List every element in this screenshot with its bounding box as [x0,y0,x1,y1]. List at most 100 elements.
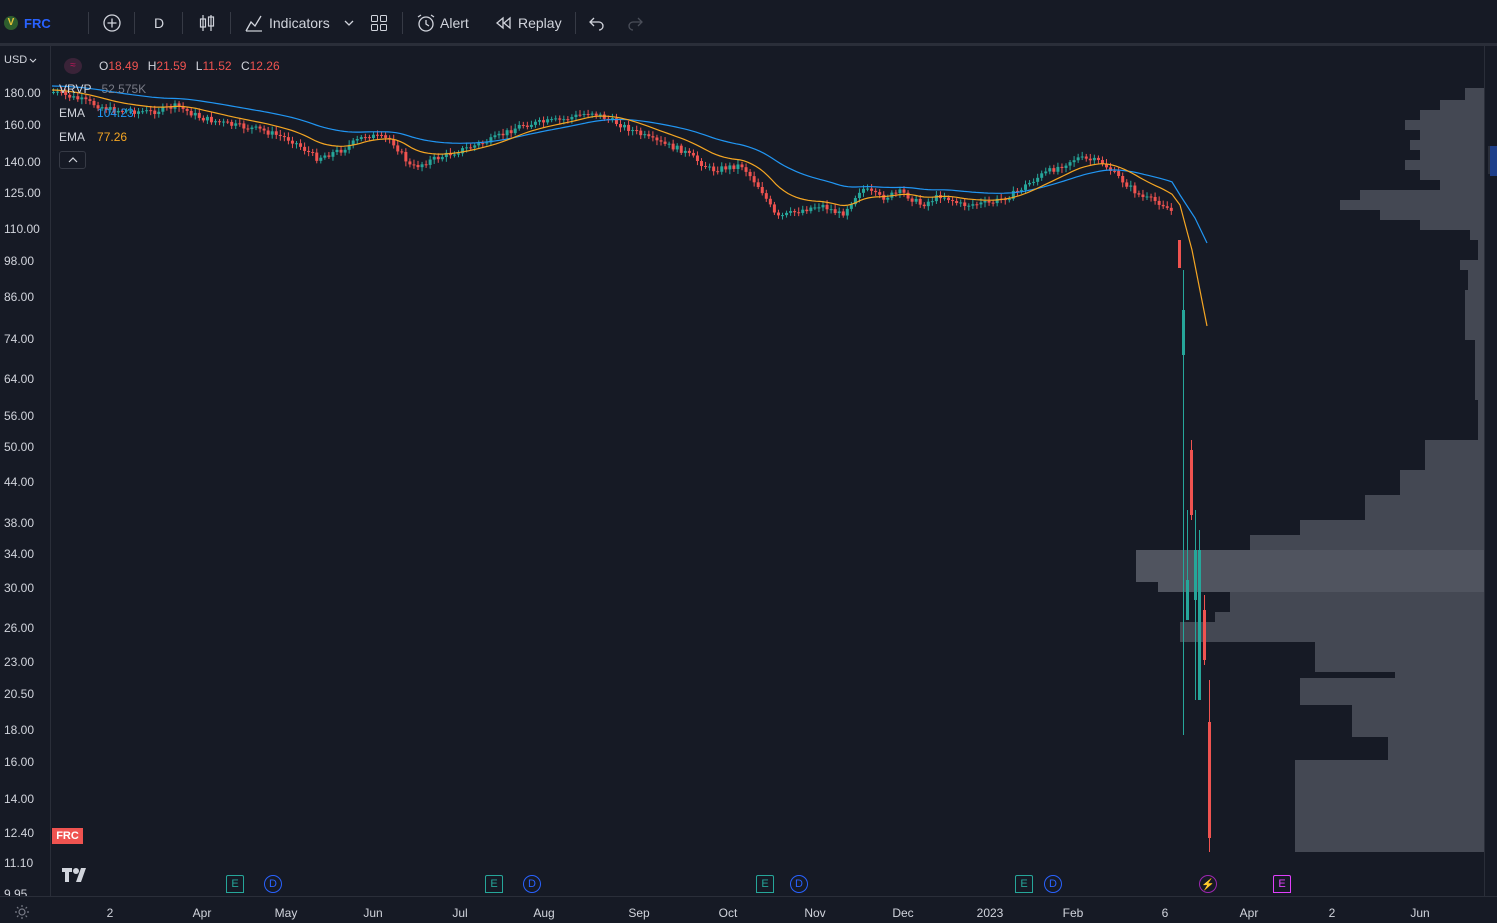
indicator-legend-toggle[interactable]: ≈ [64,57,82,74]
candle-body [1011,190,1015,199]
candle-body [124,110,128,112]
candle-body [153,110,157,115]
volume-profile-bar [1468,270,1484,290]
dividend-marker[interactable]: D [264,875,282,893]
candle-body [420,164,424,168]
candle-body [1088,158,1092,161]
chart-settings-button[interactable] [14,904,30,923]
candle-body [590,113,594,115]
ema-legend-1[interactable]: EMA 104.23 [59,106,134,120]
redo-icon [628,17,643,31]
compare-symbol-button[interactable] [102,10,122,36]
candle-body [546,119,550,123]
candle-body [185,108,189,111]
volume-profile-bar [1380,210,1484,220]
volume-profile-bar [1410,140,1484,150]
chart-type-button[interactable] [198,10,216,36]
candle-body [955,201,959,203]
candle-body [967,205,971,207]
layout-button[interactable] [370,10,388,36]
candle-body [351,140,355,145]
volume-profile-bar [1215,612,1484,622]
vrvp-value: 52.575K [101,82,147,96]
candle-body [323,155,327,158]
ema-legend-2[interactable]: EMA 77.26 [59,130,127,144]
candle-body [339,149,343,153]
open-value: 18.49 [108,59,139,73]
candle-body [80,97,84,100]
price-tick-label: 16.00 [4,755,35,769]
alert-button[interactable]: Alert [416,10,469,36]
tradingview-logo[interactable] [62,866,92,887]
candle-body [1007,198,1011,201]
candle-body [533,121,537,125]
price-tick-label: 18.00 [4,723,35,737]
candle-body [667,143,671,145]
replay-label: Replay [518,15,562,31]
candle-body [886,197,890,200]
chevron-down-icon [344,20,354,26]
candle-body [781,215,784,217]
indicators-dropdown-button[interactable] [343,10,355,36]
candle-body [72,96,76,98]
candle-body [230,121,234,126]
candle-body [315,152,319,161]
collapse-legend-button[interactable] [59,151,86,169]
candle-body [643,134,647,136]
candle-body [594,113,598,116]
candle-body [1109,167,1113,171]
redo-button[interactable] [626,10,644,36]
candle-body [947,197,951,201]
time-tick-label: Jun [363,906,383,920]
volume-profile-bar [1440,100,1484,110]
candle-body [983,201,987,203]
vrvp-legend[interactable]: VRVP 52.575K [59,82,146,96]
dividend-marker[interactable]: D [1044,875,1062,893]
price-tick-label: 140.00 [4,155,41,169]
earnings-marker[interactable]: E [1015,875,1033,893]
candle-body [963,202,967,207]
earnings-marker[interactable]: E [226,875,244,893]
candle-body [951,200,955,202]
time-tick-label: 2023 [976,906,1004,920]
candle-body [801,209,805,213]
interval-button[interactable]: D [154,10,164,36]
time-scale[interactable] [0,896,1497,922]
undo-button[interactable] [588,10,606,36]
currency-selector[interactable]: USD [4,54,37,66]
volume-profile-bar [1460,260,1484,270]
volume-profile-bar [1405,160,1484,170]
candle-body [837,211,841,214]
replay-button[interactable]: Replay [494,10,562,36]
candle-body [959,202,963,204]
candle-body [157,111,161,115]
indicators-button[interactable]: Indicators [244,10,330,36]
dividend-marker[interactable]: D [523,875,541,893]
candle-body [574,114,578,118]
candle-body [1019,189,1023,191]
volume-profile-bar [1360,190,1484,200]
candle-body [1161,204,1165,207]
volume-profile-bar [1340,200,1484,210]
price-tick-label: 98.00 [4,254,35,268]
earnings-marker[interactable]: E [756,875,774,893]
dividend-marker[interactable]: D [790,875,808,893]
symbol-search[interactable]: V FRC [4,10,51,36]
split-marker[interactable]: ⚡ [1199,875,1217,893]
candle-body [513,128,517,134]
candle-body [1096,157,1100,161]
candle-body [720,166,724,172]
candle-body [335,149,339,153]
earnings-marker[interactable]: E [1273,875,1291,893]
earnings-marker[interactable]: E [485,875,503,893]
candle-body [610,118,614,120]
candle-body [92,100,96,106]
candle-body [1032,181,1036,183]
candle-body [120,110,124,112]
price-tick-label: 44.00 [4,475,35,489]
candle-body [1149,196,1153,198]
candle-body [141,111,145,113]
vrvp-label: VRVP [59,82,92,96]
candle-body [679,145,683,153]
